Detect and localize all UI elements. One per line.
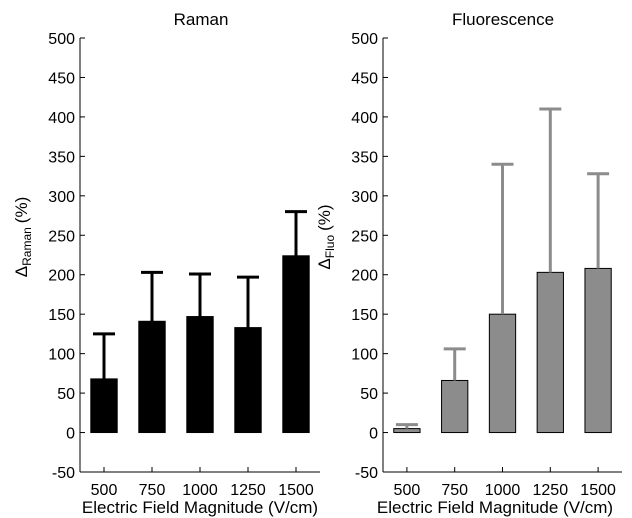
raman-y-tick-label: 400	[48, 110, 75, 127]
fluorescence-y-tick-label: 250	[351, 228, 378, 245]
raman-xlabel: Electric Field Magnitude (V/cm)	[82, 498, 318, 517]
fluorescence-y-tick-label: 450	[351, 70, 378, 87]
fluorescence-bar	[393, 428, 421, 434]
fluorescence-x-tick-label: 500	[394, 482, 421, 499]
raman-error-bar	[141, 270, 163, 322]
fluorescence-panel: Fluorescence ΔFluo (%) Electric Field Mag…	[315, 10, 622, 517]
fluorescence-bar	[441, 379, 469, 434]
fluorescence-y-tick-label: 100	[351, 347, 378, 364]
raman-title: Raman	[174, 10, 229, 29]
fluorescence-y-tick-label: 150	[351, 307, 378, 324]
raman-x-tick-label: 1000	[182, 482, 218, 499]
raman-bar	[90, 378, 118, 434]
raman-bar	[282, 255, 310, 434]
raman-y-tick-label: 350	[48, 149, 75, 166]
fluorescence-x-tick-label: 750	[441, 482, 468, 499]
fluorescence-y-tick-label: 400	[351, 110, 378, 127]
fluorescence-bar	[584, 267, 612, 434]
fluorescence-y-tick-label: 300	[351, 189, 378, 206]
raman-y-tick-label: 250	[48, 228, 75, 245]
raman-y-tick-label: 300	[48, 189, 75, 206]
fluorescence-error-bar	[539, 107, 562, 273]
fluorescence-y-tick-label: 350	[351, 149, 378, 166]
raman-y-tick-label: 500	[48, 31, 75, 48]
raman-error-bar	[93, 332, 115, 379]
raman-y-tick-label: 0	[66, 426, 75, 443]
raman-ylabel-subscript: Raman	[20, 227, 34, 266]
svg-text:ΔFluo(%): ΔFluo (%)	[315, 204, 337, 269]
fluorescence-ylabel-symbol: Δ	[315, 258, 334, 269]
fluorescence-bar	[488, 313, 517, 434]
raman-y-tick-label: 50	[57, 386, 75, 403]
fluorescence-x-tick-label: 1500	[580, 482, 616, 499]
raman-ylabel: ΔRaman (%)	[12, 197, 34, 278]
raman-x-tick-label: 1500	[278, 482, 314, 499]
fluorescence-x-tick-label: 1250	[533, 482, 569, 499]
fluorescence-y-tick-label: 0	[369, 426, 378, 443]
fluorescence-title: Fluorescence	[452, 10, 554, 29]
raman-error-bar	[285, 210, 307, 256]
raman-y-tick-label: 450	[48, 70, 75, 87]
raman-error-bar	[237, 275, 259, 328]
fluorescence-bar	[536, 271, 564, 434]
raman-ylabel-symbol: Δ	[12, 266, 31, 277]
raman-ylabel-unit: (%)	[12, 197, 31, 223]
raman-y-tick-label: 100	[48, 347, 75, 364]
fluorescence-ylabel-subscript: Fluo	[323, 235, 337, 259]
fluorescence-x-tick-label: 1000	[485, 482, 521, 499]
fluorescence-error-bar	[491, 162, 514, 315]
raman-bar	[186, 316, 214, 434]
fluorescence-y-tick-label: 200	[351, 268, 378, 285]
raman-y-tick-label: 200	[48, 268, 75, 285]
raman-y-tick-label: 150	[48, 307, 75, 324]
raman-x-tick-label: 500	[91, 482, 118, 499]
raman-bar	[234, 327, 262, 434]
raman-x-tick-label: 1250	[230, 482, 266, 499]
raman-panel: Raman ΔRaman(%) Electric Field Magnitude…	[12, 10, 320, 517]
fluorescence-ylabel: ΔFluo (%)	[315, 204, 337, 269]
fluorescence-error-bar	[395, 423, 418, 429]
raman-error-bar	[189, 272, 211, 317]
raman-bar	[138, 320, 166, 434]
raman-y-tick-label: -50	[52, 465, 75, 482]
fluorescence-y-tick-label: 500	[351, 31, 378, 48]
fluorescence-error-bar	[443, 347, 466, 381]
raman-x-tick-label: 750	[139, 482, 166, 499]
fluorescence-ylabel-unit: (%)	[315, 204, 334, 230]
svg-text:ΔRaman(%): ΔRaman (%)	[12, 197, 34, 278]
fluorescence-error-bar	[587, 172, 610, 269]
fluorescence-y-tick-label: 50	[360, 386, 378, 403]
fluorescence-xlabel: Electric Field Magnitude (V/cm)	[377, 498, 613, 517]
fluorescence-y-tick-label: -50	[355, 465, 378, 482]
